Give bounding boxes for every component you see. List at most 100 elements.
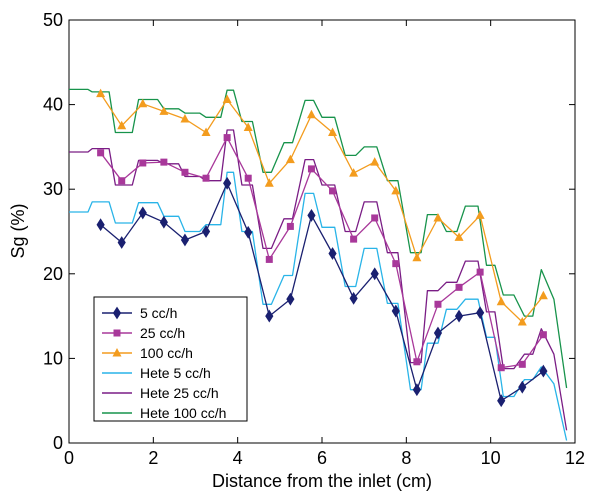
- data-point: [117, 236, 126, 249]
- data-point: [244, 174, 252, 182]
- data-point: [413, 358, 421, 366]
- data-point: [307, 208, 316, 222]
- data-point: [285, 154, 295, 164]
- data-point: [96, 88, 106, 98]
- data-point: [518, 360, 526, 368]
- data-point: [265, 255, 273, 263]
- x-tick-label: 6: [317, 448, 327, 468]
- y-tick-label: 40: [43, 95, 63, 115]
- data-point: [329, 187, 337, 195]
- data-point: [139, 159, 147, 167]
- data-point: [370, 267, 379, 281]
- y-tick-label: 10: [43, 348, 63, 368]
- data-point: [160, 158, 168, 166]
- data-point: [113, 329, 121, 337]
- series-100-cc-h: [96, 88, 548, 326]
- y-tick-label: 20: [43, 264, 63, 284]
- data-point: [454, 232, 464, 241]
- data-point: [118, 177, 126, 185]
- x-tick-label: 12: [565, 448, 585, 468]
- data-point: [328, 247, 337, 260]
- series-line: [100, 182, 544, 402]
- data-point: [223, 176, 232, 190]
- data-point: [97, 149, 105, 157]
- series-5-cc-h: [96, 176, 548, 408]
- data-point: [306, 109, 316, 119]
- x-tick-label: 8: [401, 448, 411, 468]
- data-point: [328, 127, 338, 137]
- data-point: [539, 331, 547, 339]
- data-point: [518, 380, 527, 394]
- data-point: [265, 309, 274, 323]
- data-point: [286, 222, 294, 230]
- data-point: [392, 260, 400, 268]
- series-25-cc-h: [97, 134, 547, 372]
- x-tick-label: 0: [64, 448, 74, 468]
- data-point: [181, 168, 189, 176]
- data-point: [539, 364, 548, 378]
- data-point: [370, 157, 380, 166]
- data-point: [350, 235, 358, 243]
- data-point: [264, 178, 274, 187]
- data-point: [112, 348, 122, 357]
- series-line: [100, 136, 544, 369]
- data-point: [517, 317, 527, 326]
- data-point: [433, 326, 443, 340]
- series-layer: [69, 88, 568, 441]
- data-point: [201, 127, 211, 137]
- data-point: [371, 214, 379, 222]
- x-tick-label: 4: [233, 448, 243, 468]
- data-point: [159, 215, 168, 229]
- data-point: [223, 134, 231, 142]
- y-axis-label: Sg (%): [8, 203, 28, 258]
- x-tick-label: 10: [481, 448, 501, 468]
- data-point: [433, 212, 443, 222]
- data-point: [307, 165, 315, 173]
- data-point: [180, 113, 190, 123]
- data-point: [434, 300, 442, 308]
- data-point: [455, 283, 463, 291]
- data-point: [349, 168, 359, 177]
- data-point: [159, 106, 169, 115]
- legend-label: Hete 100 cc/h: [140, 405, 226, 421]
- data-point: [412, 383, 421, 397]
- legend-label: 5 cc/h: [140, 305, 177, 321]
- series-line: [100, 93, 544, 323]
- legend-label: 100 cc/h: [140, 345, 193, 361]
- data-point: [497, 364, 505, 372]
- data-point: [222, 94, 232, 104]
- data-point: [138, 206, 147, 220]
- data-point: [496, 296, 506, 306]
- legend-label: Hete 25 cc/h: [140, 385, 219, 401]
- data-point: [117, 120, 127, 130]
- data-point: [475, 210, 485, 219]
- data-point: [412, 252, 422, 262]
- data-point: [349, 291, 358, 305]
- data-point: [497, 394, 506, 408]
- data-point: [96, 218, 105, 232]
- y-tick-label: 50: [43, 10, 63, 30]
- data-point: [538, 290, 548, 300]
- data-point: [243, 122, 253, 131]
- data-point: [202, 174, 210, 182]
- data-point: [391, 304, 400, 318]
- data-point: [201, 225, 211, 238]
- x-axis-label: Distance from the inlet (cm): [212, 471, 432, 491]
- data-point: [476, 268, 484, 276]
- data-point: [138, 98, 148, 108]
- y-tick-label: 30: [43, 179, 63, 199]
- legend: 5 cc/h 25 cc/h 100 cc/h Hete 5 cc/h Hete 25 …: [93, 296, 248, 422]
- legend-box: [93, 296, 248, 422]
- data-point: [454, 309, 464, 323]
- data-point: [286, 292, 295, 306]
- data-point: [391, 185, 401, 195]
- legend-label: 25 cc/h: [140, 325, 185, 341]
- y-tick-label: 0: [53, 433, 63, 453]
- data-point: [476, 306, 485, 320]
- x-tick-label: 2: [148, 448, 158, 468]
- legend-label: Hete 5 cc/h: [140, 365, 211, 381]
- axes: 0 2 4 6 8 10 12 0 10 20 30 40 50: [43, 10, 585, 468]
- data-point: [112, 306, 122, 320]
- data-point: [244, 225, 253, 239]
